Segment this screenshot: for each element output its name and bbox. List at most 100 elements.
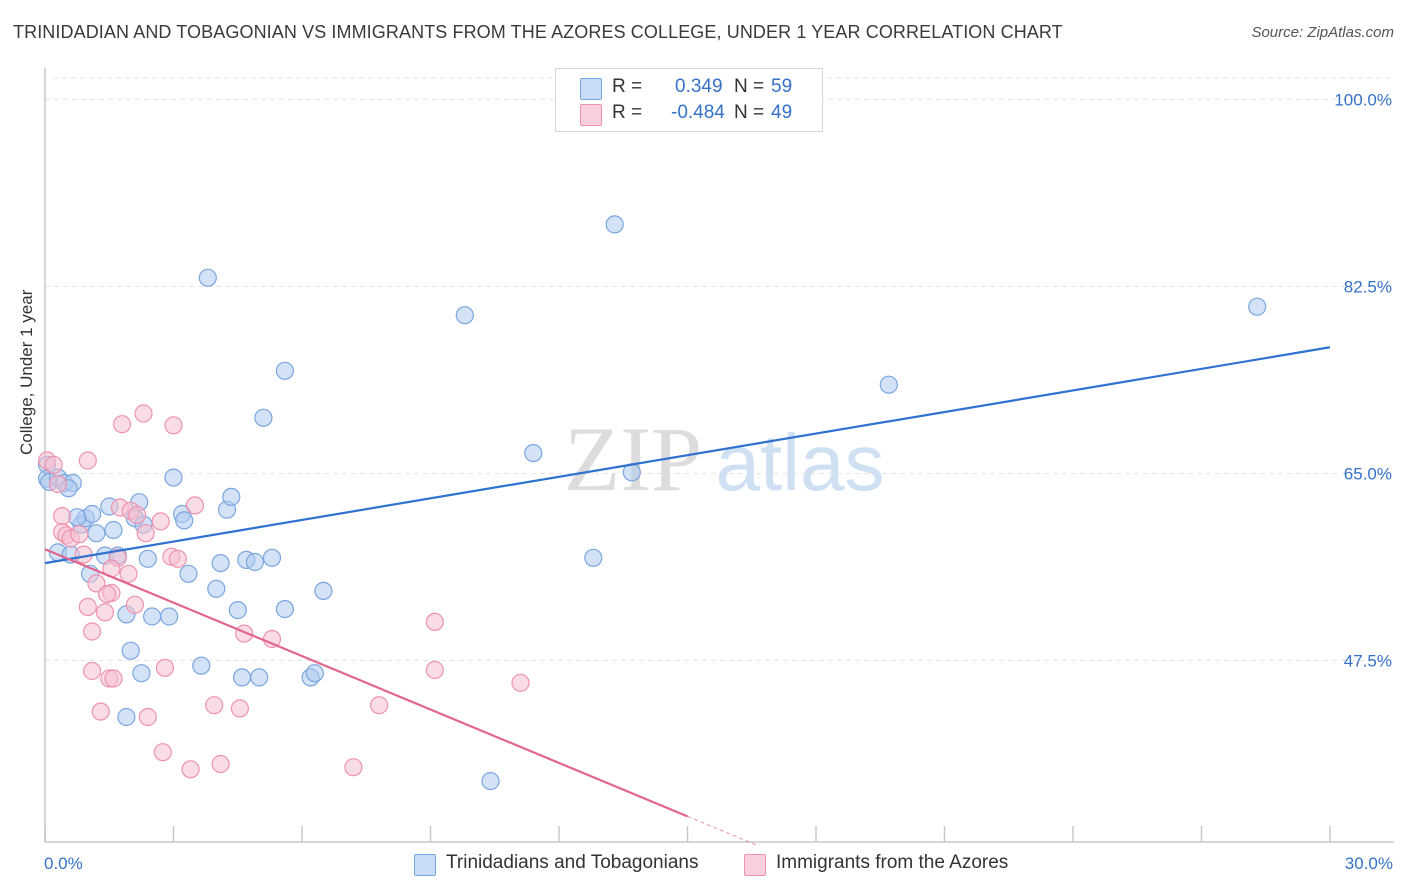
data-point-azores (136, 524, 155, 543)
data-point-trinidadians (222, 487, 241, 506)
data-point-trinidadians (121, 641, 140, 660)
watermark-atlas: atlas (716, 418, 885, 507)
data-point-trinidadians (192, 656, 211, 675)
data-point-trinidadians (275, 599, 294, 619)
data-point-azores (112, 415, 132, 434)
legend-n-label: N = (734, 76, 765, 97)
data-point-azores (151, 512, 170, 531)
trend-line-trinidadians (44, 346, 1331, 565)
trend-lines (44, 346, 1331, 846)
legend-swatch-blue (580, 78, 602, 100)
data-point-azores (78, 597, 97, 617)
y-tick-label: 82.5% (1344, 277, 1392, 296)
data-point-trinidadians (132, 664, 151, 683)
data-point-trinidadians (245, 552, 264, 572)
data-point-azores (168, 549, 187, 568)
data-point-azores (511, 673, 530, 692)
x-tick-labels: 0.0% 30.0% (44, 854, 1393, 873)
data-point-trinidadians (455, 306, 474, 325)
legend-n-label: N = (734, 102, 765, 123)
data-point-azores (91, 702, 110, 721)
series-azores-points (37, 404, 530, 779)
data-point-azores (95, 603, 115, 622)
data-point-azores (425, 612, 444, 632)
data-point-trinidadians (250, 668, 269, 687)
bottom-legend-swatch-blue (414, 854, 436, 876)
source-label: Source: ZipAtlas.com (1251, 24, 1394, 41)
data-point-trinidadians (104, 520, 123, 540)
data-point-azores (48, 474, 68, 494)
bottom-legend-label: Trinidadians and Tobagonians (446, 852, 699, 873)
data-point-azores (344, 758, 363, 777)
data-point-trinidadians (481, 771, 500, 791)
data-point-azores (125, 595, 144, 614)
data-point-trinidadians (87, 524, 106, 543)
data-point-azores (119, 564, 138, 583)
data-point-trinidadians (275, 361, 294, 380)
data-point-trinidadians (82, 504, 102, 524)
data-point-trinidadians (164, 468, 183, 487)
data-point-trinidadians (117, 707, 136, 727)
data-point-azores (82, 622, 102, 641)
legend-r-value: 0.349 (675, 76, 723, 97)
data-point-azores (185, 496, 204, 515)
data-point-azores (44, 455, 63, 474)
legend-r-value: -0.484 (671, 102, 725, 123)
data-point-trinidadians (584, 548, 603, 567)
data-point-trinidadians (879, 375, 898, 394)
legend-n-value: 49 (771, 102, 793, 123)
data-point-trinidadians (314, 581, 333, 601)
data-point-azores (425, 660, 444, 680)
data-point-trinidadians (198, 268, 217, 287)
data-point-trinidadians (211, 553, 230, 573)
y-axis-label: College, Under 1 year (17, 289, 36, 455)
x-tick-label-min: 0.0% (44, 854, 83, 873)
data-point-trinidadians (524, 444, 543, 463)
chart-title: TRINIDADIAN AND TOBAGONIAN VS IMMIGRANTS… (13, 22, 1063, 42)
data-point-azores (87, 574, 106, 593)
watermark-zip: ZIP (564, 408, 702, 510)
legend-r-label: R = (612, 102, 643, 123)
data-point-azores (230, 699, 249, 718)
data-point-trinidadians (67, 508, 87, 527)
y-tick-label: 47.5% (1344, 651, 1392, 670)
y-tick-label: 65.0% (1344, 464, 1392, 483)
bottom-legend-label: Immigrants from the Azores (776, 852, 1009, 873)
trend-line-azores-extension (687, 815, 757, 846)
data-point-azores (78, 451, 97, 470)
data-point-azores (104, 669, 123, 688)
data-point-azores (97, 584, 117, 604)
data-point-azores (155, 658, 174, 677)
legend-n-value: 59 (771, 76, 793, 97)
data-point-trinidadians (305, 664, 324, 683)
data-point-trinidadians (232, 668, 252, 687)
data-point-azores (134, 404, 153, 423)
series-trinidadians-points (37, 215, 1267, 791)
data-point-azores (181, 760, 200, 779)
data-point-trinidadians (207, 579, 226, 598)
data-point-azores (138, 707, 157, 727)
data-point-trinidadians (138, 549, 157, 568)
data-point-trinidadians (175, 511, 194, 530)
data-point-trinidadians (605, 215, 624, 234)
correlation-legend: R = 0.349 N = 59 R = -0.484 N = 49 (555, 68, 823, 132)
data-point-azores (70, 525, 89, 544)
data-point-azores (128, 505, 147, 525)
data-point-azores (370, 696, 389, 715)
y-tick-labels: 47.5% 65.0% 82.5% 100.0% (1334, 90, 1392, 670)
data-point-trinidadians (228, 600, 247, 620)
x-tick-label-max: 30.0% (1345, 854, 1393, 873)
data-point-trinidadians (262, 548, 282, 567)
legend-swatch-pink (580, 104, 602, 126)
legend-r-label: R = (612, 76, 643, 97)
data-point-trinidadians (1248, 297, 1267, 316)
data-point-azores (153, 743, 172, 762)
data-point-azores (211, 754, 230, 774)
data-point-trinidadians (254, 408, 273, 427)
data-point-azores (205, 696, 224, 715)
data-point-azores (52, 506, 72, 526)
grid-lines (45, 77, 1394, 661)
data-point-azores (164, 416, 183, 435)
bottom-legend-swatch-pink (744, 854, 766, 876)
